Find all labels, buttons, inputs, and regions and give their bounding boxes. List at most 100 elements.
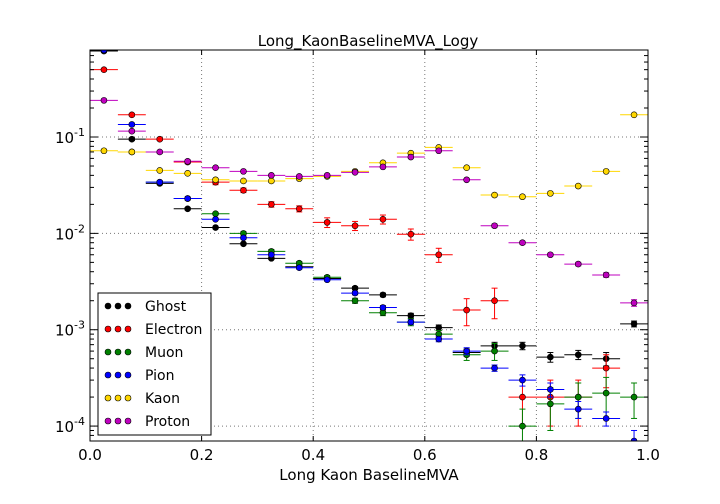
data-point (351, 169, 359, 176)
data-point (100, 66, 108, 73)
x-tick-label: 0.4 (301, 446, 325, 464)
data-point (407, 312, 415, 319)
legend-label: Proton (145, 414, 190, 430)
data-point (463, 347, 470, 355)
data-point (463, 164, 470, 172)
data-point (323, 172, 331, 179)
legend-label: Ghost (145, 299, 187, 315)
y-tick-label: 10-3 (55, 319, 85, 340)
data-point (379, 291, 387, 299)
legend-label: Pion (145, 368, 174, 384)
legend-marker (104, 417, 112, 425)
data-point (547, 386, 554, 393)
x-tick-label: 0.0 (78, 446, 102, 464)
data-point (240, 240, 247, 248)
data-point (268, 201, 275, 208)
data-point (574, 351, 582, 359)
y-tick-label: 10-1 (55, 126, 85, 147)
data-point (435, 251, 443, 259)
legend-marker (114, 348, 122, 356)
data-point (602, 389, 610, 397)
data-point (295, 264, 303, 272)
data-point (323, 219, 331, 226)
data-point (407, 153, 415, 161)
legend-label: Muon (145, 345, 183, 361)
data-point (463, 176, 470, 184)
data-point (240, 186, 247, 194)
x-axis-label: Long Kaon BaselineMVA (279, 466, 459, 484)
data-point (547, 251, 554, 259)
data-point (156, 135, 164, 143)
data-point (547, 400, 554, 408)
data-point (268, 177, 275, 185)
legend-marker (104, 302, 112, 310)
x-tick-label: 0.8 (524, 446, 548, 464)
data-point (491, 191, 498, 199)
data-point (184, 170, 191, 177)
legend-marker (124, 325, 132, 333)
legend-marker (124, 371, 132, 379)
legend-box (97, 292, 212, 436)
data-point (128, 135, 136, 143)
data-point (547, 353, 554, 361)
data-point (574, 405, 582, 413)
data-point (491, 364, 498, 372)
data-point (407, 318, 415, 326)
series-pion (90, 50, 648, 441)
data-point (379, 304, 387, 311)
data-point (435, 147, 443, 155)
data-point (323, 276, 331, 284)
data-point (240, 234, 247, 242)
data-point (630, 320, 638, 328)
data-point (128, 148, 136, 156)
legend: Ghost Electron Muon Pion Kaon Proton (97, 292, 212, 436)
data-point (630, 393, 638, 401)
series-ghost (90, 50, 648, 367)
data-point (602, 168, 610, 175)
data-point (184, 157, 191, 165)
data-point (519, 342, 526, 350)
data-point (156, 148, 164, 156)
ticks: 0.0 0.2 0.4 0.6 0.8 1.0 10-4 10-3 10-2 10-1 (55, 49, 660, 464)
legend-marker (114, 371, 122, 379)
data-point (351, 297, 359, 305)
data-point (602, 364, 610, 372)
data-point (100, 50, 108, 54)
data-point (602, 271, 610, 279)
data-point (212, 224, 219, 231)
data-point (574, 393, 582, 401)
data-point (240, 168, 247, 175)
data-point (379, 163, 387, 171)
data-point (268, 251, 275, 259)
data-point (295, 173, 303, 180)
data-point (547, 190, 554, 197)
data-point (602, 415, 610, 422)
data-point (156, 178, 164, 186)
x-tick-label: 0.6 (413, 446, 437, 464)
data-point (212, 210, 219, 218)
legend-marker (124, 348, 132, 356)
legend-marker (124, 394, 132, 402)
data-point (519, 193, 526, 201)
legend-marker (124, 417, 132, 425)
legend-marker (114, 325, 122, 333)
data-point (156, 167, 164, 174)
series-layer (90, 50, 648, 441)
data-point (519, 376, 526, 384)
y-tick-label: 10-2 (55, 222, 85, 243)
data-point (630, 299, 638, 307)
series-electron (90, 66, 621, 427)
data-point (212, 164, 219, 172)
data-point (212, 176, 219, 184)
data-point (379, 215, 387, 223)
legend-label: Kaon (145, 391, 180, 407)
legend-marker (114, 394, 122, 402)
data-point (435, 335, 443, 343)
data-point (212, 215, 219, 223)
data-point (351, 222, 359, 230)
legend-marker (104, 394, 112, 402)
data-point (519, 393, 526, 401)
data-point (240, 177, 247, 185)
legend-marker (104, 371, 112, 379)
